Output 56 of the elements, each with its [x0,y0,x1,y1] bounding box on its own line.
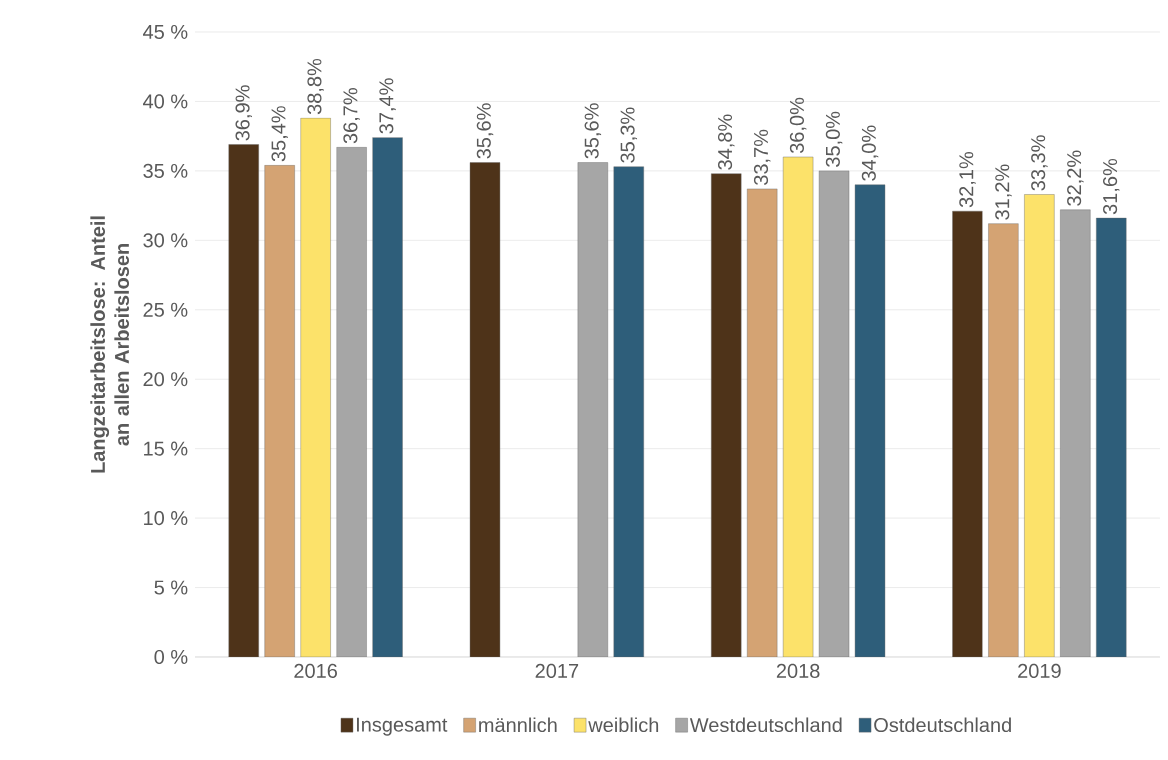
y-axis-title: Langzeitarbeitslose: Anteil an allen Arbeitslosen [90,216,130,473]
bar [711,173,742,657]
data-label: 35,0% [825,111,843,167]
y-tick-label: 25 % [143,302,188,317]
y-tick-label: 40 % [143,94,188,109]
data-label: 31,6% [1103,158,1120,215]
data-label: 37,4% [379,78,396,134]
legend-label: Westdeutschland [689,717,842,733]
data-label: 35,3% [620,107,638,163]
bar [782,156,814,657]
y-tick-label: 20 % [143,372,188,387]
data-label: 33,7% [753,129,771,185]
x-tick-label: 2016 [294,663,337,678]
bar [818,170,850,657]
bar [336,147,367,657]
bar [264,165,295,657]
y-tick-label: 15 % [144,441,188,456]
data-label: 38,8% [307,58,324,115]
bar [372,137,403,657]
data-label: 36,0% [789,97,807,154]
y-tick-label: 30 % [143,233,188,248]
data-label: 36,9% [235,85,252,141]
bar [613,166,644,657]
data-label: 35,6% [476,103,494,159]
y-tick-label: 0 % [154,649,188,665]
data-label: 35,4% [271,106,288,162]
bar [1096,217,1127,657]
y-tick-label: 10 % [144,511,188,526]
data-label: 31,2% [995,164,1012,220]
data-label: 32,1% [959,151,976,208]
x-tick-label: 2017 [535,663,579,678]
bar [1024,194,1055,657]
x-tick-label: 2018 [776,663,820,678]
bar [300,117,331,657]
y-tick-label: 5 % [154,580,188,595]
bar [228,144,259,657]
bar [577,162,608,657]
y-tick-label: 45 % [143,24,188,40]
data-label: 35,6% [584,103,602,159]
legend-label: Insgesamt [357,717,448,736]
y-tick-label: 35 % [143,163,188,178]
legend-label: weiblich [588,717,659,733]
legend-label: männlich [479,717,557,733]
bar [988,223,1019,657]
x-tick-label: 2019 [1018,663,1061,678]
data-label: 36,7% [343,88,360,144]
bar [469,162,501,657]
bar [747,188,778,657]
data-label: 34,8% [717,114,735,170]
bar [952,210,983,657]
data-label: 34,0% [861,125,879,181]
legend-label: Ostdeutschland [874,717,1011,733]
data-label: 32,2% [1067,150,1084,206]
bar [1060,209,1091,657]
bar [854,184,886,657]
data-label: 33,3% [1031,135,1048,191]
